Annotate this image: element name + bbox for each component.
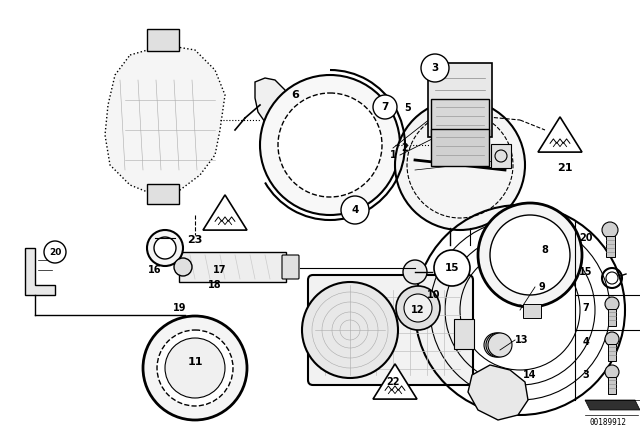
- Circle shape: [154, 237, 176, 259]
- FancyBboxPatch shape: [282, 255, 299, 279]
- Circle shape: [157, 330, 233, 406]
- Polygon shape: [25, 248, 55, 295]
- Circle shape: [373, 95, 397, 119]
- FancyBboxPatch shape: [605, 236, 614, 257]
- Text: 19: 19: [173, 303, 187, 313]
- Text: 8: 8: [541, 245, 548, 255]
- Circle shape: [302, 282, 398, 378]
- Text: 3: 3: [431, 63, 438, 73]
- FancyBboxPatch shape: [608, 309, 616, 326]
- Circle shape: [605, 365, 619, 379]
- Circle shape: [605, 297, 619, 311]
- Circle shape: [404, 294, 432, 322]
- Text: 6: 6: [291, 90, 299, 100]
- Circle shape: [478, 203, 582, 307]
- Text: 13: 13: [515, 335, 529, 345]
- Text: 17: 17: [213, 265, 227, 275]
- Polygon shape: [468, 365, 528, 420]
- FancyBboxPatch shape: [431, 99, 489, 136]
- Text: 16: 16: [148, 265, 162, 275]
- Polygon shape: [255, 78, 290, 125]
- Circle shape: [395, 100, 525, 230]
- Polygon shape: [585, 400, 640, 410]
- Polygon shape: [538, 117, 582, 152]
- FancyBboxPatch shape: [608, 344, 616, 361]
- Text: 1: 1: [390, 150, 396, 160]
- FancyBboxPatch shape: [491, 144, 511, 168]
- Text: 15: 15: [579, 267, 593, 277]
- Circle shape: [421, 54, 449, 82]
- Circle shape: [278, 93, 382, 197]
- FancyBboxPatch shape: [308, 275, 473, 385]
- FancyBboxPatch shape: [179, 252, 286, 282]
- Text: 4: 4: [582, 337, 589, 347]
- Text: 10: 10: [428, 290, 441, 300]
- Text: 9: 9: [539, 282, 545, 292]
- Circle shape: [143, 316, 247, 420]
- Circle shape: [488, 333, 512, 357]
- Text: 2: 2: [402, 143, 408, 153]
- Text: 00189912: 00189912: [589, 418, 627, 427]
- Text: 21: 21: [557, 163, 573, 173]
- Text: 18: 18: [208, 280, 222, 290]
- FancyBboxPatch shape: [608, 376, 616, 393]
- Text: 5: 5: [404, 103, 412, 113]
- Circle shape: [486, 333, 510, 357]
- Circle shape: [484, 333, 508, 357]
- Circle shape: [260, 75, 400, 215]
- FancyBboxPatch shape: [147, 184, 179, 204]
- Circle shape: [403, 260, 427, 284]
- Polygon shape: [373, 364, 417, 399]
- Text: 3: 3: [582, 370, 589, 380]
- Text: 4: 4: [351, 205, 358, 215]
- Polygon shape: [105, 45, 225, 195]
- Circle shape: [174, 258, 192, 276]
- FancyBboxPatch shape: [431, 129, 489, 166]
- FancyBboxPatch shape: [454, 319, 474, 349]
- Text: 20: 20: [49, 247, 61, 257]
- Text: 20: 20: [579, 233, 593, 243]
- Circle shape: [396, 286, 440, 330]
- Text: 14: 14: [524, 370, 537, 380]
- Text: 15: 15: [445, 263, 460, 273]
- Polygon shape: [203, 195, 247, 230]
- Circle shape: [341, 196, 369, 224]
- Circle shape: [602, 222, 618, 238]
- FancyBboxPatch shape: [523, 304, 541, 318]
- Text: 22: 22: [387, 377, 400, 387]
- Circle shape: [165, 338, 225, 398]
- Text: 11: 11: [188, 357, 203, 367]
- FancyBboxPatch shape: [147, 29, 179, 51]
- FancyBboxPatch shape: [428, 63, 492, 137]
- Circle shape: [147, 230, 183, 266]
- Circle shape: [44, 241, 66, 263]
- Circle shape: [605, 332, 619, 346]
- Circle shape: [434, 250, 470, 286]
- Text: 23: 23: [188, 235, 203, 245]
- Text: 7: 7: [381, 102, 388, 112]
- Circle shape: [490, 215, 570, 295]
- Text: 12: 12: [412, 305, 425, 315]
- Text: 7: 7: [582, 303, 589, 313]
